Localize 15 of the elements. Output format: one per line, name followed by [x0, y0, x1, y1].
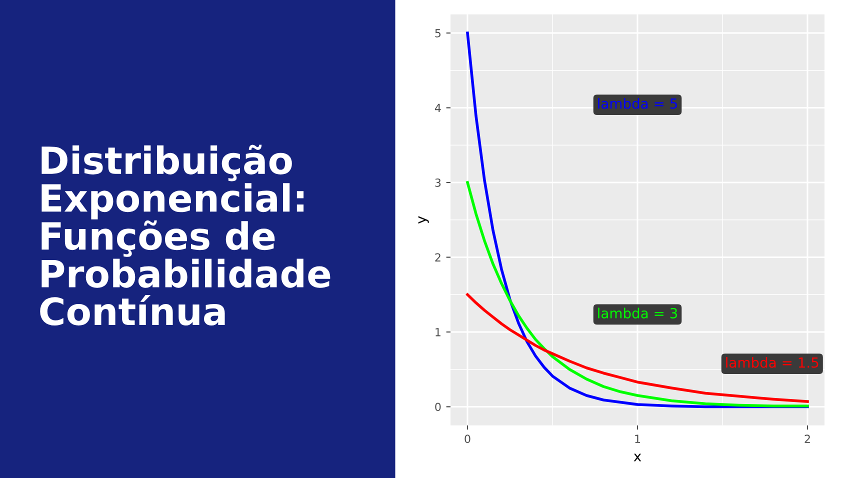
text: Distribuição Exponencial: Funções de Probabilidade Contínua	[40, 144, 330, 326]
text: lambda = 5	[598, 98, 677, 109]
y-axis-title: y	[418, 216, 429, 224]
text: lambda = 3	[598, 308, 678, 318]
x-tick-label: 2	[804, 434, 810, 443]
y-tick-label: 0	[435, 402, 441, 412]
y-tick-label: 4	[434, 104, 441, 112]
x-tick-label: 1	[635, 434, 640, 443]
x-axis-title: x	[634, 454, 642, 462]
y-tick-label: 2	[435, 253, 440, 262]
series-label: lambda = 1.5	[726, 357, 818, 368]
y-tick-label: 3	[435, 178, 441, 187]
x-tick-label: 0	[464, 434, 470, 444]
y-tick-label: 1	[436, 328, 440, 336]
y-tick-label: 5	[435, 29, 440, 38]
